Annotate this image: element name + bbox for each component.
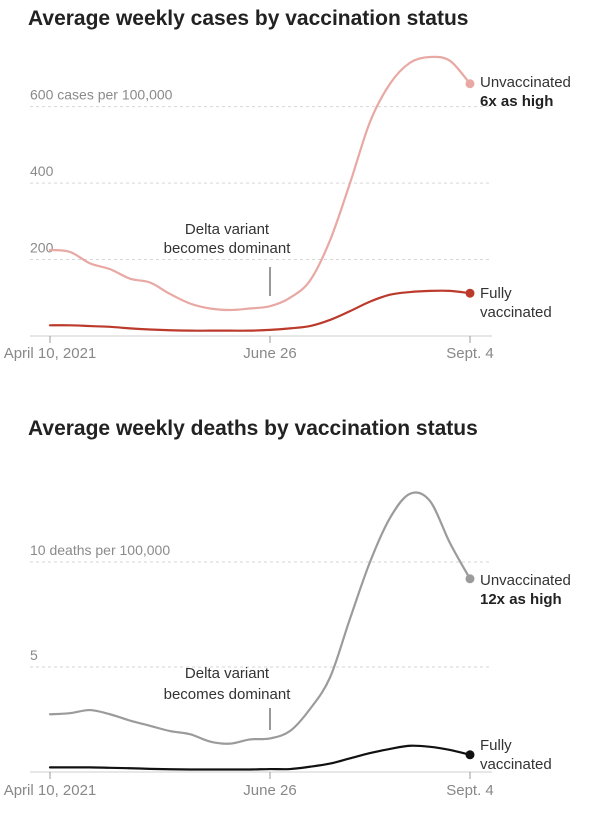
cases-annotation-text: Delta variant [185,221,270,238]
cases-series-unvaccinated-endpoint [465,79,475,89]
deaths-series-unvaccinated-endpoint [465,574,475,584]
cases-x-tick-label: Sept. 4 [446,345,494,362]
cases-chart: Average weekly cases by vaccination stat… [0,0,600,390]
cases-chart-plot: 600 cases per 100,000 400 200 April 10, 202… [4,55,571,362]
deaths-y-tick-label: 10 deaths per 100,000 [30,542,170,558]
cases-series-note: 6x as high [480,93,553,110]
deaths-series-label: Fully [480,737,512,754]
deaths-x-tick-label: Sept. 4 [446,782,494,799]
deaths-chart: Average weekly deaths by vaccination sta… [0,410,600,819]
cases-y-tick-label: 200 [30,240,54,256]
deaths-series-label: Unvaccinated [480,572,571,589]
deaths-series-note: 12x as high [480,591,562,608]
cases-x-tick-label: June 26 [243,345,296,362]
deaths-series-label: vaccinated [480,756,552,773]
cases-y-tick-label: 600 cases per 100,000 [30,87,173,103]
deaths-series-fully-vaccinated-line [48,744,472,771]
deaths-chart-plot: 10 deaths per 100,000 5 April 10, 2021 June… [4,491,571,799]
cases-y-tick-label: 400 [30,163,54,179]
deaths-x-tick-label: June 26 [243,782,296,799]
deaths-x-tick-label: April 10, 2021 [4,782,97,799]
cases-series-fully-vaccinated-endpoint [465,288,475,298]
deaths-annotation-text: becomes dominant [164,686,292,703]
deaths-series-fully-vaccinated-endpoint [465,750,475,760]
deaths-series-unvaccinated-line [48,491,472,745]
deaths-y-tick-label: 5 [30,647,38,663]
cases-chart-title: Average weekly cases by vaccination stat… [28,7,469,30]
deaths-chart-title: Average weekly deaths by vaccination sta… [28,417,478,440]
cases-series-label: vaccinated [480,304,552,321]
cases-x-tick-label: April 10, 2021 [4,345,97,362]
cases-annotation-text: becomes dominant [164,240,292,257]
cases-series-label: Fully [480,285,512,302]
deaths-annotation-text: Delta variant [185,665,270,682]
cases-series-unvaccinated-line [48,55,472,312]
cases-series-fully-vaccinated-line [48,289,472,332]
cases-series-label: Unvaccinated [480,74,571,91]
